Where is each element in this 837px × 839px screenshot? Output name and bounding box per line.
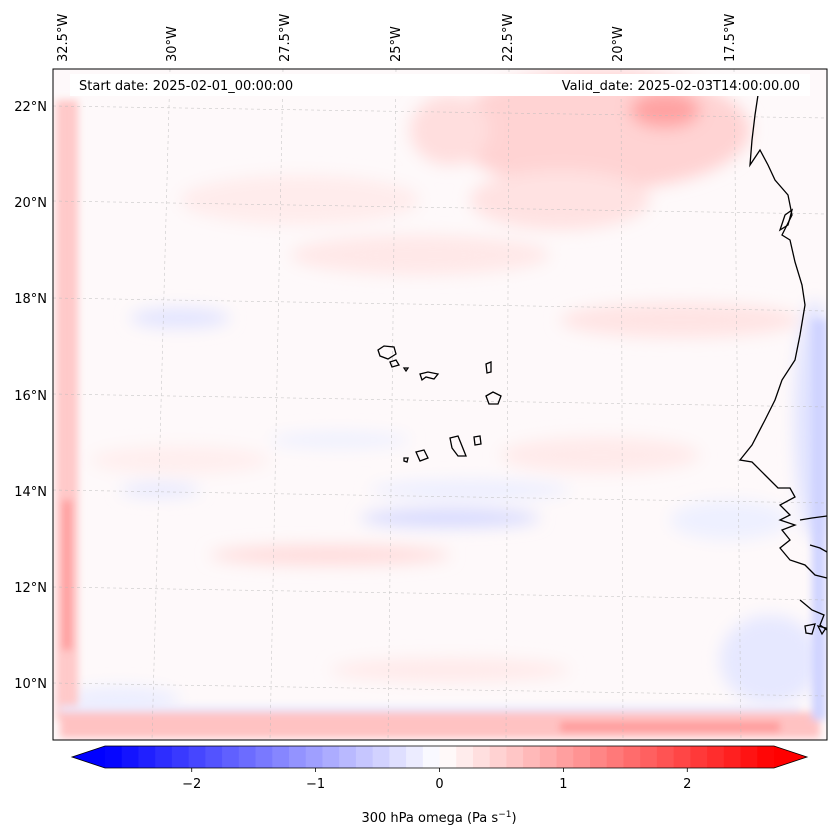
lat-label-20n: 20°N — [14, 196, 47, 211]
colorbar-level — [690, 746, 708, 768]
colorbar-level — [606, 746, 625, 768]
colorbar-level — [740, 746, 758, 768]
colorbar-levels — [105, 746, 775, 768]
colorbar-level — [355, 746, 374, 768]
colorbar-level — [640, 746, 658, 768]
lon-label-20w: 20°W — [611, 26, 626, 62]
omega-field — [53, 69, 827, 740]
longitude-labels: 32.5°W 30°W 27.5°W 25°W 22.5°W 20°W 17.5… — [56, 14, 738, 62]
lon-label-25w: 25°W — [389, 26, 404, 62]
colorbar-level — [105, 746, 123, 768]
date-header-box — [70, 74, 810, 96]
colorbar-level — [372, 746, 390, 768]
lon-label-30w: 30°W — [165, 26, 180, 62]
colorbar-label: 300 hPa omega (Pa s−1) — [361, 810, 516, 826]
colorbar-level — [188, 746, 206, 768]
colorbar-ticks: −2 −1 0 1 2 — [182, 768, 691, 792]
colorbar-level — [339, 746, 357, 768]
boa-vista-island — [485, 391, 502, 405]
colorbar-outline — [70, 745, 809, 769]
colorbar-level — [255, 746, 273, 768]
colorbar-level — [138, 746, 156, 768]
colorbar-level — [238, 746, 257, 768]
colorbar-level — [523, 746, 541, 768]
colorbar-level — [155, 746, 173, 768]
valid-date-label: Valid_date: 2025-02-03T14:00:00.00 — [562, 79, 800, 94]
map-panel: Start date: 2025-02-01_00:00:00 Valid_da… — [52, 68, 828, 741]
colorbar-level — [205, 746, 223, 768]
colorbar-low-extension — [72, 746, 105, 768]
maio-island — [473, 435, 482, 446]
colorbar-level — [556, 746, 574, 768]
colorbar-level — [723, 746, 742, 768]
colorbar-level — [590, 746, 608, 768]
santo-antao-island — [377, 345, 397, 360]
colorbar-level — [305, 746, 324, 768]
santiago-island — [449, 435, 467, 457]
colorbar-level — [222, 746, 240, 768]
colorbar-level — [456, 746, 474, 768]
colorbar-level — [406, 746, 424, 768]
lon-label-17-5w: 17.5°W — [723, 14, 738, 62]
cape-verde-islands — [377, 345, 502, 463]
sao-nicolau-island — [419, 371, 440, 382]
lat-label-18n: 18°N — [14, 292, 47, 307]
colorbar-tick-label: −2 — [182, 777, 201, 792]
fogo-island — [415, 449, 429, 462]
colorbar-tick-label: 2 — [683, 777, 691, 792]
lat-label-12n: 12°N — [14, 581, 47, 596]
graticule — [53, 69, 827, 740]
colorbar-tick-label: 1 — [559, 777, 567, 792]
colorbar-level — [489, 746, 508, 768]
colorbar-level — [623, 746, 641, 768]
sal-island — [485, 361, 492, 374]
brava-island — [403, 457, 409, 463]
lon-label-22-5w: 22.5°W — [501, 14, 516, 62]
colorbar-level — [707, 746, 725, 768]
lat-label-14n: 14°N — [14, 485, 47, 500]
colorbar-level — [539, 746, 558, 768]
colorbar-level — [439, 746, 457, 768]
start-date-label: Start date: 2025-02-01_00:00:00 — [79, 79, 293, 94]
lat-label-16n: 16°N — [14, 389, 47, 404]
colorbar-level — [288, 746, 307, 768]
santa-luzia-island — [402, 367, 410, 373]
lon-label-27-5w: 27.5°W — [278, 14, 293, 62]
colorbar-level — [757, 746, 775, 768]
colorbar-level — [121, 746, 140, 768]
colorbar-level — [322, 746, 340, 768]
colorbar-level — [472, 746, 491, 768]
colorbar-level — [506, 746, 524, 768]
colorbar-tick-label: −1 — [306, 777, 325, 792]
colorbar: −2 −1 0 1 2 300 hPa omega (Pa s−1) — [70, 745, 809, 826]
colorbar-level — [656, 746, 675, 768]
colorbar-level — [389, 746, 407, 768]
colorbar-level — [673, 746, 691, 768]
lon-label-32-5w: 32.5°W — [56, 14, 71, 62]
sao-vicente-island — [389, 359, 400, 368]
colorbar-high-extension — [774, 746, 807, 768]
map-frame — [52, 68, 828, 741]
coastline — [738, 94, 827, 636]
colorbar-level — [171, 746, 190, 768]
colorbar-level — [573, 746, 591, 768]
lat-label-10n: 10°N — [14, 677, 47, 692]
colorbar-level — [272, 746, 290, 768]
latitude-labels: 22°N 20°N 18°N 16°N 14°N 12°N 10°N — [14, 100, 47, 692]
colorbar-level — [422, 746, 441, 768]
colorbar-tick-label: 0 — [435, 777, 443, 792]
lat-label-22n: 22°N — [14, 100, 47, 115]
